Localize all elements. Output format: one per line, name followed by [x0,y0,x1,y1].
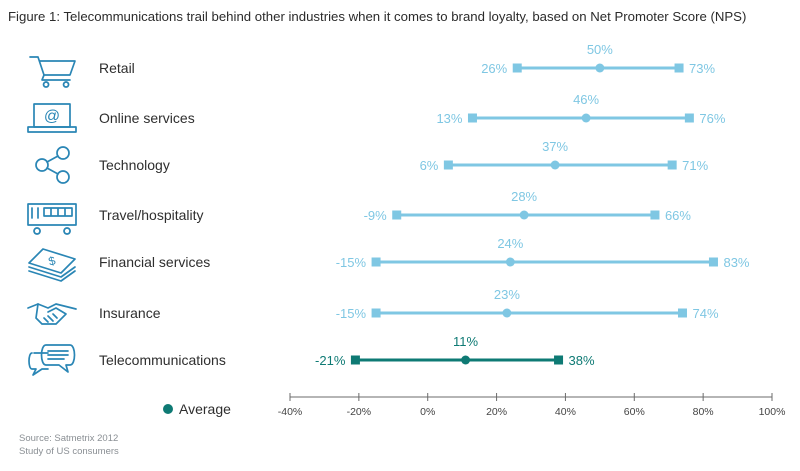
row-insurance-avg-marker [502,308,512,318]
share-nodes-icon [35,146,70,184]
node-links [46,155,59,175]
cart-wheels [42,81,70,88]
legend-average-label: Average [179,401,231,417]
row-online-services-avg-label: 46% [573,92,599,107]
row-insurance-max-label: 74% [692,306,718,321]
row-technology-avg-marker [550,160,560,170]
legend-average-marker [163,404,173,414]
node-left [35,158,49,172]
bus-wheels [33,227,71,235]
bus-icon [27,203,77,235]
handshake-hands [35,303,67,325]
row-telecommunications-avg-label: 11% [453,334,478,349]
row-travel-hospitality-max-label: 66% [665,208,691,223]
bubble-front [40,344,76,373]
row-financial-services-avg-label: 24% [497,236,523,251]
x-tick-label-3: 20% [486,406,507,418]
row-technology-max-marker [667,160,677,170]
laptop-base [27,126,77,133]
row-financial-services-max-marker [708,257,718,267]
row-online-services-avg-marker [581,113,591,123]
source-line-1: Source: Satmetrix 2012 [19,433,119,444]
row-insurance-min-label: -15% [336,306,367,321]
row-financial-services-avg-marker [505,257,515,267]
row-retail-min-marker [512,63,522,73]
at-symbol: @ [44,108,60,125]
chart-title: Figure 1: Telecommunications trail behin… [8,9,747,24]
row-retail-avg-label: 50% [587,42,613,57]
row-online-services-min-marker [467,113,477,123]
x-tick-label-4: 40% [555,406,576,418]
row-insurance-label: Insurance [99,305,161,321]
cart-base [41,74,71,81]
row-retail-avg-marker [595,63,605,73]
x-tick-label-6: 80% [693,406,714,418]
row-online-services-max-marker [684,113,694,123]
row-travel-hospitality-avg-marker [519,210,529,220]
shopping-cart-icon [29,56,76,88]
money-bill [28,248,76,274]
cart-body [29,56,76,76]
x-tick-label-7: 100% [759,406,786,418]
row-financial-services-max-label: 83% [723,255,749,270]
node-bottom [56,170,70,184]
row-technology-avg-label: 37% [542,139,568,154]
row-technology-min-marker [443,160,453,170]
row-retail-label: Retail [99,60,135,76]
row-financial-services-label: Financial services [99,254,210,270]
source-line-2: Study of US consumers [19,446,119,457]
row-retail-min-label: 26% [481,61,507,76]
chat-bubbles-icon [28,344,76,376]
row-retail-max-label: 73% [689,61,715,76]
node-top [56,146,70,160]
row-telecommunications-min-marker [350,355,360,365]
handshake-fingers [43,313,58,323]
row-insurance-max-marker [677,308,687,318]
row-online-services-min-label: 13% [436,111,462,126]
x-tick-label-1: -20% [347,406,372,418]
x-tick-label-0: -40% [278,406,303,418]
row-financial-services-min-marker [371,257,381,267]
row-financial-services-min-label: -15% [336,255,367,270]
row-technology-label: Technology [99,157,170,173]
row-technology-min-label: 6% [420,158,439,173]
handshake-icon [27,303,77,325]
row-travel-hospitality-min-label: -9% [364,208,388,223]
handshake-arms [27,303,77,310]
x-tick-label-2: 0% [420,406,435,418]
row-telecommunications-avg-marker [461,355,471,365]
row-online-services-label: Online services [99,110,195,126]
bus-body [27,203,77,226]
bubble-lines [47,350,69,360]
money-stack-icon: $ [28,248,76,282]
row-travel-hospitality-min-marker [392,210,402,220]
x-tick-label-5: 60% [624,406,645,418]
row-telecommunications-min-label: -21% [315,353,346,368]
laptop-at-icon: @ [27,103,77,133]
bus-windows [31,207,73,219]
row-travel-hospitality-label: Travel/hospitality [99,207,204,223]
row-online-services-max-label: 76% [699,111,725,126]
row-retail-max-marker [674,63,684,73]
row-insurance-min-marker [371,308,381,318]
row-telecommunications-label: Telecommunications [99,352,226,368]
row-telecommunications-max-label: 38% [569,353,595,368]
row-travel-hospitality-avg-label: 28% [511,189,537,204]
money-stack [28,266,76,282]
row-travel-hospitality-max-marker [650,210,660,220]
dollar-symbol: $ [47,253,57,268]
row-telecommunications-max-marker [554,355,564,365]
row-technology-max-label: 71% [682,158,708,173]
row-insurance-avg-label: 23% [494,287,520,302]
